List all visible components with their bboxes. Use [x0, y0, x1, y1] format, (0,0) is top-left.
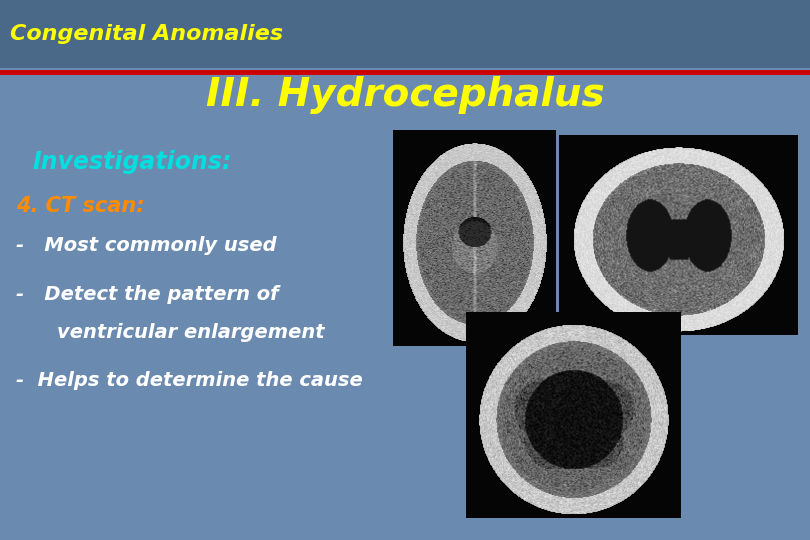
- Text: 4. CT scan:: 4. CT scan:: [16, 196, 145, 217]
- Text: -  Helps to determine the cause: - Helps to determine the cause: [16, 371, 363, 390]
- Bar: [393, 130, 555, 346]
- Text: -   Most commonly used: - Most commonly used: [16, 236, 277, 255]
- Text: -   Detect the pattern of: - Detect the pattern of: [16, 285, 279, 304]
- Bar: [0, 0, 810, 68]
- Text: Congenital Anomalies: Congenital Anomalies: [10, 24, 283, 44]
- Text: III. Hydrocephalus: III. Hydrocephalus: [206, 76, 604, 113]
- Text: Investigations:: Investigations:: [32, 150, 232, 174]
- Text: ventricular enlargement: ventricular enlargement: [57, 322, 324, 342]
- Bar: [559, 135, 798, 335]
- Bar: [466, 313, 680, 518]
